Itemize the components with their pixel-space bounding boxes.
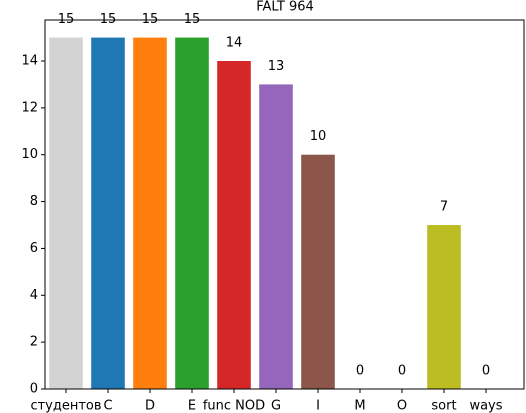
y-tick-label: 2	[30, 335, 38, 350]
x-tick-label: ways	[469, 399, 502, 413]
y-tick-label: 10	[21, 147, 38, 162]
x-tick-label: M	[354, 399, 365, 413]
y-tick-label: 0	[30, 382, 38, 397]
bar	[49, 37, 83, 389]
x-tick-label: D	[145, 399, 155, 413]
y-tick-label: 4	[30, 288, 38, 303]
x-tick-label: E	[188, 399, 196, 413]
x-tick-label: func NOD	[203, 399, 265, 413]
y-tick-label: 12	[21, 100, 38, 115]
bar	[175, 37, 209, 389]
y-tick-label: 14	[21, 54, 38, 69]
x-tick-label: C	[103, 399, 112, 413]
x-tick-label: sort	[431, 399, 456, 413]
bar	[91, 37, 125, 389]
y-tick-label: 8	[30, 194, 38, 209]
chart-title: FALT 964	[256, 0, 314, 15]
value-label: 0	[482, 364, 490, 379]
y-tick-label: 6	[30, 241, 38, 256]
x-tick-label: I	[316, 399, 320, 413]
bar	[133, 37, 167, 389]
value-label: 14	[226, 36, 243, 51]
plot-frame	[44, 19, 525, 390]
bar	[427, 225, 461, 389]
bar	[301, 154, 335, 389]
bar	[259, 84, 293, 389]
value-label: 7	[440, 200, 448, 215]
value-label: 13	[268, 59, 285, 74]
value-label: 0	[398, 364, 406, 379]
value-label: 10	[310, 129, 327, 144]
bar	[217, 61, 251, 389]
x-tick-label: G	[271, 399, 281, 413]
value-label: 0	[356, 364, 364, 379]
x-tick-label: студентов	[30, 399, 101, 413]
x-tick-label: O	[397, 399, 407, 413]
